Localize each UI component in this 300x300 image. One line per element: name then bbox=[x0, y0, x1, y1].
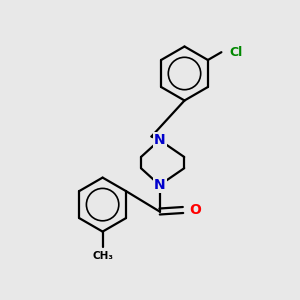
Text: N: N bbox=[154, 178, 165, 192]
Text: Cl: Cl bbox=[230, 46, 243, 59]
Text: O: O bbox=[190, 203, 202, 217]
Text: CH₃: CH₃ bbox=[92, 251, 113, 261]
Text: N: N bbox=[154, 133, 165, 147]
